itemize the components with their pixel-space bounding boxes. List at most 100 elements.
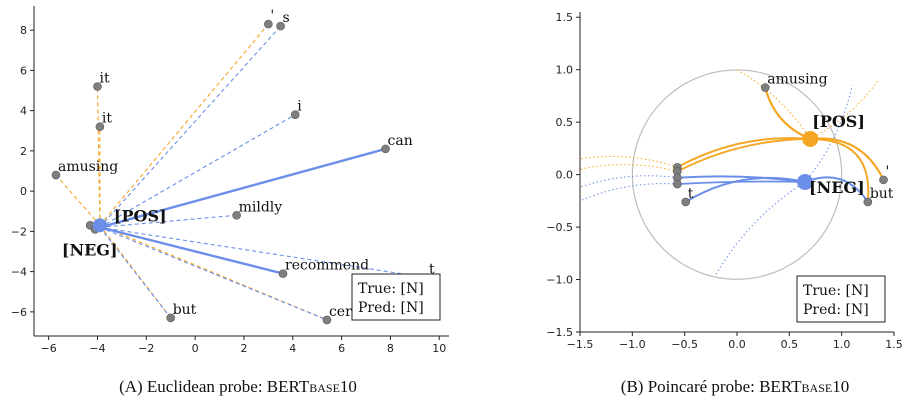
- legend-box-a: [351, 273, 441, 321]
- y-tick-label-a: 8: [20, 24, 27, 37]
- x-tick-label-b: 0.5: [781, 338, 799, 351]
- euclidean-probe-panel: 'sititicanamusingmildlyrecommendtbutcert…: [11, 6, 449, 396]
- class-label-neg: [NEG]: [809, 178, 865, 197]
- token-point: [290, 110, 300, 119]
- token-label: but: [173, 302, 197, 318]
- token-point: [381, 144, 390, 154]
- token-point: [760, 83, 770, 92]
- y-tick-label-b: 0.0: [556, 169, 574, 182]
- legend-box-b: [796, 275, 886, 323]
- legend-true-b: True: [N]: [803, 283, 869, 299]
- token-point: [322, 315, 332, 325]
- class-label-neg: [NEG]: [62, 240, 118, 259]
- y-tick-label-a: −2: [11, 225, 27, 238]
- faint-geodesic: [804, 85, 853, 183]
- class-point-neg: [797, 173, 814, 190]
- y-tick-label-b: −1.5: [546, 326, 573, 339]
- token-point: [93, 82, 102, 91]
- token-label: it: [102, 111, 112, 127]
- y-tick-label-a: −4: [11, 266, 27, 279]
- faint-geodesic: [579, 183, 678, 202]
- token-point: [264, 19, 273, 29]
- edge-neg-t: [685, 177, 806, 203]
- edge-neg-i: [99, 114, 296, 228]
- token-label: t: [429, 262, 435, 278]
- edge-neg-mildly: [99, 214, 237, 228]
- x-tick-label-a: 4: [289, 342, 296, 355]
- caption-b: (B) Poincaré probe: BERTBASE10: [621, 377, 849, 396]
- edge-neg-strong-recommend: [99, 226, 284, 275]
- x-tick-label-b: −1.0: [619, 338, 646, 351]
- legend-pred-a: Pred: [N]: [358, 300, 424, 316]
- edge-pos-but: [99, 224, 172, 319]
- poincare-disk-boundary: [631, 69, 843, 280]
- y-tick-label-b: 0.5: [556, 116, 574, 129]
- x-tick-label-a: −2: [138, 342, 154, 355]
- x-tick-label-a: 2: [240, 342, 247, 355]
- edge-pos-cluster: [676, 137, 811, 169]
- token-label: s: [283, 10, 290, 26]
- token-label: it: [99, 70, 109, 86]
- token-label: t: [688, 186, 694, 202]
- x-tick-label-a: 6: [338, 342, 345, 355]
- edge-pos-but: [810, 137, 870, 202]
- y-tick-label-a: 0: [20, 185, 27, 198]
- y-tick-label-b: 1.0: [556, 64, 574, 77]
- token-label: but: [870, 186, 894, 202]
- y-tick-label-a: 4: [20, 105, 27, 118]
- edge-neg-certainly: [99, 226, 328, 321]
- edge-pos-amusing: [764, 87, 811, 140]
- token-label: i: [297, 99, 302, 115]
- y-tick-label-b: −1.0: [546, 274, 573, 287]
- token-point: [278, 269, 288, 278]
- class-point-pos: [92, 218, 107, 233]
- y-tick-label-a: −6: [11, 306, 27, 319]
- token-point: [863, 197, 873, 207]
- token-point: [166, 313, 176, 323]
- class-point-pos: [802, 130, 819, 147]
- caption-a: (A) Euclidean probe: BERTBASE10: [119, 377, 357, 396]
- x-tick-label-b: 1.0: [833, 338, 851, 351]
- legend-true-a: True: [N]: [358, 281, 424, 297]
- edge-pos-': [99, 23, 269, 226]
- x-tick-label-a: −4: [89, 342, 105, 355]
- edge-neg-strong-can: [99, 147, 386, 229]
- x-tick-label-a: 10: [432, 342, 446, 355]
- faint-geodesic: [810, 79, 879, 140]
- y-tick-label-a: 2: [20, 145, 27, 158]
- y-tick-label-b: 1.5: [556, 11, 574, 24]
- edge-pos-cluster: [676, 138, 811, 173]
- x-tick-label-b: 1.5: [885, 338, 903, 351]
- token-label: ': [886, 164, 890, 180]
- edge-neg-s: [99, 25, 281, 228]
- token-point: [681, 197, 691, 207]
- y-tick-label-b: −0.5: [546, 221, 573, 234]
- token-label: recommend: [285, 258, 369, 274]
- token-label: can: [388, 133, 413, 149]
- faint-geodesic: [715, 181, 806, 275]
- token-point: [673, 179, 682, 189]
- edge-neg-cluster: [677, 180, 806, 185]
- edge-pos-amusing: [55, 174, 101, 226]
- legend-pred-b: Pred: [N]: [803, 302, 869, 318]
- token-point: [276, 21, 285, 31]
- faint-geodesic: [579, 155, 678, 168]
- x-tick-label-a: −6: [41, 342, 57, 355]
- class-label-pos: [POS]: [812, 112, 865, 131]
- x-tick-label-a: 8: [387, 342, 394, 355]
- token-point: [51, 170, 61, 180]
- faint-geodesic: [579, 164, 678, 172]
- poincare-probe-panel: amusing ' but t [POS] [NEG] −1.5 −1.0 −0.5 0.0 0.…: [546, 11, 902, 396]
- faint-geodesic: [579, 175, 678, 188]
- x-tick-label-b: 0.0: [728, 338, 746, 351]
- token-label: amusing: [767, 72, 827, 88]
- edge-neg-t: [99, 226, 428, 279]
- x-tick-label-a: 0: [192, 342, 199, 355]
- y-tick-label-a: 6: [20, 64, 27, 77]
- edge-neg-but: [99, 227, 172, 319]
- edge-pos-it: [96, 86, 101, 226]
- token-label: mildly: [239, 199, 283, 215]
- token-label: amusing: [58, 159, 118, 175]
- token-point: [879, 175, 888, 185]
- token-point: [95, 122, 105, 132]
